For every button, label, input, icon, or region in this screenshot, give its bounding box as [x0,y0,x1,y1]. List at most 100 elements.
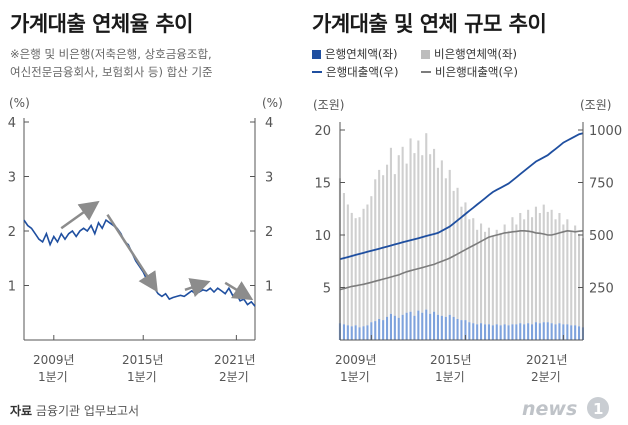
right-x-label-2021-year: 2021년 [526,353,568,367]
nonbank-overdue-bar [433,148,436,312]
bank-overdue-bar [440,315,443,340]
nonbank-overdue-bar [401,146,404,315]
legend-label-bank-overdue: 은행연체액(좌) [325,47,398,61]
bank-overdue-bar [346,325,349,340]
bank-overdue-bar [476,324,479,341]
right-x-label-2021-quarter: 2분기 [531,370,561,384]
bank-overdue-bar [515,324,518,341]
right-y-tick-label-right: 750 [589,177,614,192]
right-x-label-2009-quarter: 1분기 [340,370,370,384]
nonbank-overdue-bar [566,219,569,325]
bank-overdue-bar [397,317,400,340]
nonbank-overdue-bar [417,140,420,311]
bank-overdue-bar [550,323,553,340]
nonbank-overdue-bar [444,178,447,317]
nonbank-overdue-bar [499,232,502,326]
delinquency-rate-line [23,218,256,307]
legend-item-nonbank-loans: 비은행대출액(우) [421,64,518,80]
nonbank-overdue-bar [436,167,439,315]
left-y-tick-label: 1 [8,280,16,295]
bank-overdue-bar [511,324,514,341]
nonbank-overdue-bar [429,154,432,314]
bank-overdue-bar [531,324,534,341]
bank-overdue-bar [507,325,510,340]
source-text: 금융기관 업무보고서 [35,404,140,418]
bank-overdue-bar [468,322,471,340]
nonbank-overdue-bar [472,218,475,324]
source-note: 자료 금융기관 업무보고서 [10,402,139,419]
nonbank-overdue-bar [460,206,463,321]
bank-overdue-bar [503,324,506,341]
nonbank-overdue-bar [362,208,365,327]
nonbank-overdue-bar [389,147,392,314]
right-y-tick-label-left: 5 [323,282,331,297]
left-x-label-2015-quarter: 1분기 [127,370,157,384]
left-x-label-2021-year: 2021년 [214,353,256,367]
nonbank-overdue-bar [550,209,553,324]
bank-overdue-bar [495,324,498,341]
bank-overdue-bar [472,323,475,340]
bank-overdue-bar [378,319,381,340]
trend-arrow-3 [184,278,211,298]
left-chart-unit-right: (%) [262,96,283,110]
left-x-label-2015-year: 2015년 [122,353,164,367]
left-chart-note-line1: ※은행 및 비은행(저축은행, 상호금융조합, [10,47,212,61]
right-y-tick-label-left: 20 [314,124,331,139]
bank-overdue-bar [386,316,389,340]
right-y-tick-label-left: 10 [314,229,331,244]
nonbank-loans-line [339,229,584,291]
bank-overdue-bar [417,310,420,340]
bank-overdue-bar [570,325,573,340]
nonbank-overdue-bar [452,190,455,317]
bank-overdue-bar [354,325,357,340]
bank-overdue-bar [487,324,490,341]
legend-swatch-bank-overdue [312,49,321,59]
left-chart-note-line2: 여신전문금융회사, 보험회사 등) 합산 기준 [10,65,213,79]
bank-overdue-bar [456,319,459,340]
bank-overdue-bar [542,322,545,340]
bank-overdue-bar [578,326,581,340]
bank-overdue-bar [382,320,385,340]
left-y-tick-label: 4 [8,116,16,131]
svg-text:1: 1 [593,400,603,418]
nonbank-overdue-bar [578,233,581,327]
nonbank-overdue-bar [425,133,428,310]
trend-arrow-2 [106,213,158,293]
nonbank-overdue-bar [413,153,416,316]
nonbank-overdue-bar [495,229,498,325]
right-y-tick-label-right: 1000 [589,124,622,139]
bank-overdue-bar [491,325,494,340]
bank-overdue-bar [546,322,549,340]
nonbank-overdue-bar [534,206,537,323]
left-chart: 1 1 2 2 3 3 4 4 [8,116,273,341]
bank-loans-line [339,132,584,260]
nonbank-overdue-bar [354,218,357,326]
nonbank-overdue-bar [464,202,467,320]
nonbank-overdue-bar [527,209,530,324]
right-chart-unit-left: (조원) [313,98,345,112]
nonbank-overdue-bar [531,217,534,325]
left-y-tick-label-right: 2 [265,225,273,240]
bank-overdue-bar [523,324,526,341]
nonbank-overdue-bar [487,227,490,325]
legend-swatch-nonbank-overdue [421,49,430,59]
news1-logo-mark: news 1 [522,397,609,420]
right-x-label-2009-year: 2009년 [335,353,377,367]
bank-overdue-bar [527,323,530,340]
bank-overdue-bar [389,313,392,341]
right-chart-unit-right: (조원) [580,98,612,112]
nonbank-overdue-bar [574,225,577,326]
nonbank-overdue-bar [370,196,373,323]
trend-arrow-1 [60,200,100,230]
bank-overdue-bar [484,324,487,341]
left-x-label-2009-quarter: 1분기 [38,370,68,384]
bank-overdue-bar [464,320,467,340]
bank-overdue-bar [499,325,502,340]
nonbank-overdue-bar [350,212,353,327]
nonbank-overdue-bar [440,160,443,316]
nonbank-overdue-bar [378,169,381,319]
right-y-tick-label-right: 500 [589,229,614,244]
bank-overdue-bar [436,314,439,340]
bank-overdue-bar [538,323,541,340]
nonbank-overdue-bar [511,217,514,325]
